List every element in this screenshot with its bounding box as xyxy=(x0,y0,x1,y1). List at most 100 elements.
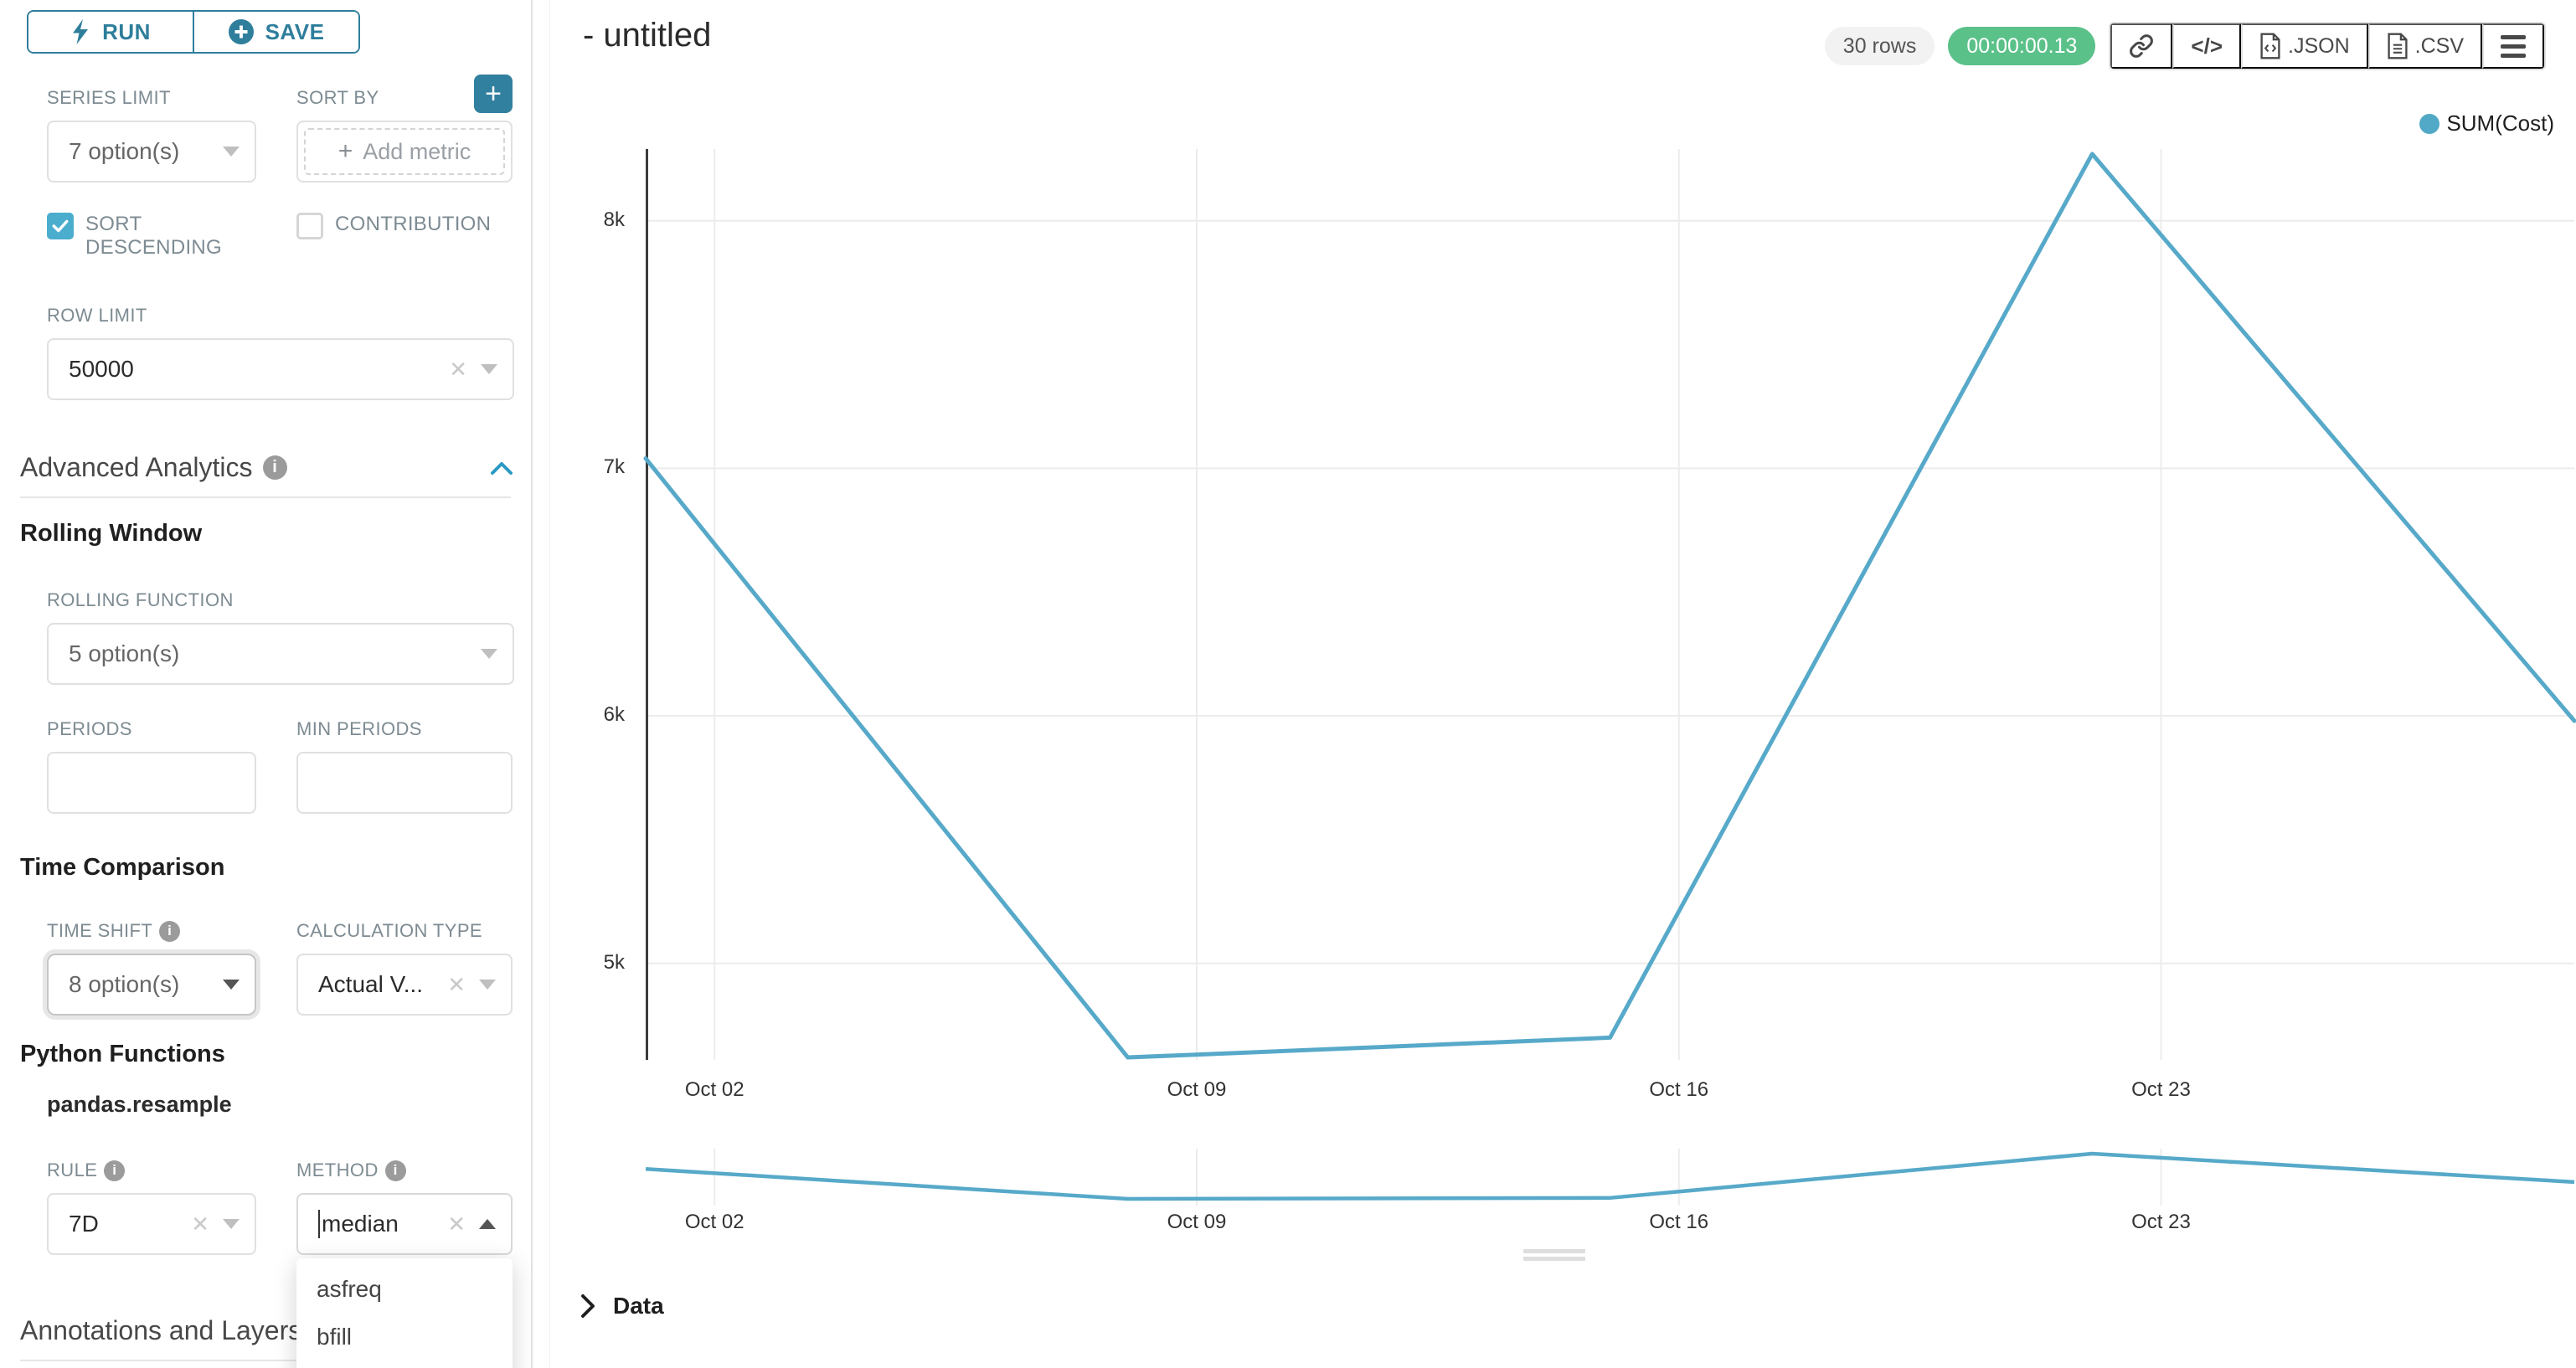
row-count-badge: 30 rows xyxy=(1824,27,1935,65)
export-toolbar: </> .JSON .CSV xyxy=(2109,22,2546,70)
min-periods-label: MIN PERIODS xyxy=(296,718,422,739)
python-functions-title: Python Functions xyxy=(20,1041,225,1067)
more-menu-button[interactable] xyxy=(2482,23,2544,69)
checkbox-unchecked-icon xyxy=(296,213,323,239)
y-axis-tick-label: 7k xyxy=(603,455,625,479)
chevron-down-icon xyxy=(481,364,497,374)
collapse-chevron-up-icon[interactable] xyxy=(489,460,514,476)
mini-x-axis-tick-label: Oct 16 xyxy=(1649,1211,1709,1233)
info-icon[interactable]: i xyxy=(159,920,181,942)
query-timer-badge: 00:00:00.13 xyxy=(1948,27,2096,65)
chart-title: - untitled xyxy=(583,17,712,54)
view-query-button[interactable]: </> xyxy=(2172,23,2242,69)
mini-x-axis-tick-label: Oct 23 xyxy=(2131,1211,2191,1233)
y-axis-tick-label: 5k xyxy=(603,950,625,974)
x-axis-tick-label: Oct 16 xyxy=(1649,1078,1709,1101)
section-divider xyxy=(20,1360,511,1361)
add-metric-plus-button[interactable]: + xyxy=(474,75,513,113)
contribution-label: CONTRIBUTION xyxy=(335,213,492,235)
csv-file-icon xyxy=(2388,33,2408,59)
chart-legend[interactable]: SUM(Cost) xyxy=(2419,111,2554,136)
mini-x-axis-tick-label: Oct 02 xyxy=(684,1211,744,1233)
calculation-type-select[interactable]: Actual V... ✕ xyxy=(296,954,513,1016)
plus-circle-icon xyxy=(228,19,254,44)
main-line-chart[interactable] xyxy=(643,149,2576,1060)
time-comparison-title: Time Comparison xyxy=(20,854,225,881)
hamburger-icon xyxy=(2501,34,2526,58)
series-limit-select[interactable]: 7 option(s) xyxy=(47,121,256,183)
copy-link-button[interactable] xyxy=(2110,23,2173,69)
row-limit-select[interactable]: 50000 ✕ xyxy=(47,338,514,400)
contribution-checkbox[interactable]: CONTRIBUTION xyxy=(296,213,513,260)
clear-icon[interactable]: ✕ xyxy=(191,1211,209,1237)
rule-select[interactable]: 7D ✕ xyxy=(47,1193,256,1255)
info-icon[interactable]: i xyxy=(262,455,287,480)
export-json-button[interactable]: .JSON xyxy=(2241,23,2368,69)
chevron-up-icon xyxy=(479,1219,496,1229)
chevron-down-icon xyxy=(481,649,497,659)
method-options-menu: asfreqbfillffillmedian xyxy=(296,1258,513,1368)
series-line xyxy=(643,152,2576,1060)
pandas-resample-label: pandas.resample xyxy=(47,1092,232,1117)
row-limit-label: ROW LIMIT xyxy=(47,305,147,326)
text-cursor xyxy=(318,1210,320,1238)
info-icon[interactable]: i xyxy=(104,1160,126,1181)
y-axis-tick-label: 8k xyxy=(603,208,625,231)
clear-icon[interactable]: ✕ xyxy=(447,1211,466,1237)
x-axis-tick-label: Oct 09 xyxy=(1167,1078,1227,1101)
mini-x-axis-tick-label: Oct 09 xyxy=(1167,1211,1227,1233)
series-limit-label: SERIES LIMIT xyxy=(47,87,171,108)
rule-value: 7D xyxy=(69,1211,99,1237)
export-csv-button[interactable]: .CSV xyxy=(2367,23,2482,69)
mini-series-line xyxy=(645,1151,2575,1201)
advanced-analytics-title: Advanced Analytics xyxy=(20,452,253,482)
periods-label: PERIODS xyxy=(47,718,132,739)
chevron-down-icon xyxy=(223,147,240,157)
run-button-label: RUN xyxy=(102,18,151,44)
chevron-down-icon xyxy=(223,980,240,990)
chevron-down-icon xyxy=(223,1219,240,1229)
data-panel-header[interactable]: Data xyxy=(580,1293,664,1319)
calculation-type-value: Actual V... xyxy=(318,971,424,997)
data-panel-title: Data xyxy=(613,1293,664,1319)
x-axis-tick-label: Oct 02 xyxy=(684,1078,744,1101)
sort-by-label: SORT BY xyxy=(296,87,379,108)
series-limit-value: 7 option(s) xyxy=(69,138,180,164)
legend-series-label: SUM(Cost) xyxy=(2446,111,2554,136)
min-periods-input[interactable] xyxy=(296,752,513,814)
save-button[interactable]: SAVE xyxy=(193,12,358,52)
lightning-icon xyxy=(73,19,89,44)
clear-icon[interactable]: ✕ xyxy=(447,971,466,997)
annotations-layers-title: Annotations and Layers xyxy=(20,1315,302,1345)
json-file-icon xyxy=(2260,33,2280,59)
time-range-mini-chart[interactable] xyxy=(645,1149,2575,1206)
export-csv-label: .CSV xyxy=(2414,33,2464,58)
run-save-button-group: RUN SAVE xyxy=(27,10,360,54)
time-shift-select[interactable]: 8 option(s) xyxy=(47,954,256,1016)
rolling-function-label: ROLLING FUNCTION xyxy=(47,589,234,610)
save-button-label: SAVE xyxy=(265,18,325,44)
export-json-label: .JSON xyxy=(2288,33,2350,58)
method-option[interactable]: ffill xyxy=(296,1360,513,1368)
add-metric-placeholder: Add metric xyxy=(363,138,471,164)
chevron-right-icon xyxy=(581,1294,595,1318)
link-icon xyxy=(2130,34,2154,58)
method-option[interactable]: bfill xyxy=(317,1323,353,1350)
periods-input[interactable] xyxy=(47,752,256,814)
panel-resize-handle[interactable] xyxy=(1523,1249,1585,1261)
method-combobox[interactable]: median ✕ xyxy=(296,1193,513,1255)
method-option[interactable]: asfreq xyxy=(317,1275,382,1302)
control-sidebar: RUN SAVE SERIES LIMIT 7 option(s) SORT B… xyxy=(0,0,533,1368)
run-button[interactable]: RUN xyxy=(28,12,193,52)
sort-by-add-metric[interactable]: + Add metric xyxy=(296,121,513,183)
sort-descending-checkbox[interactable]: SORT DESCENDING xyxy=(47,213,256,260)
rolling-function-select[interactable]: 5 option(s) xyxy=(47,623,514,685)
checkbox-checked-icon xyxy=(47,213,74,239)
info-icon[interactable]: i xyxy=(384,1160,406,1181)
clear-icon[interactable]: ✕ xyxy=(449,356,467,382)
calculation-type-label: CALCULATION TYPE xyxy=(296,920,482,941)
code-icon: </> xyxy=(2191,33,2223,59)
row-limit-value: 50000 xyxy=(69,356,134,382)
time-shift-value: 8 option(s) xyxy=(69,971,180,997)
